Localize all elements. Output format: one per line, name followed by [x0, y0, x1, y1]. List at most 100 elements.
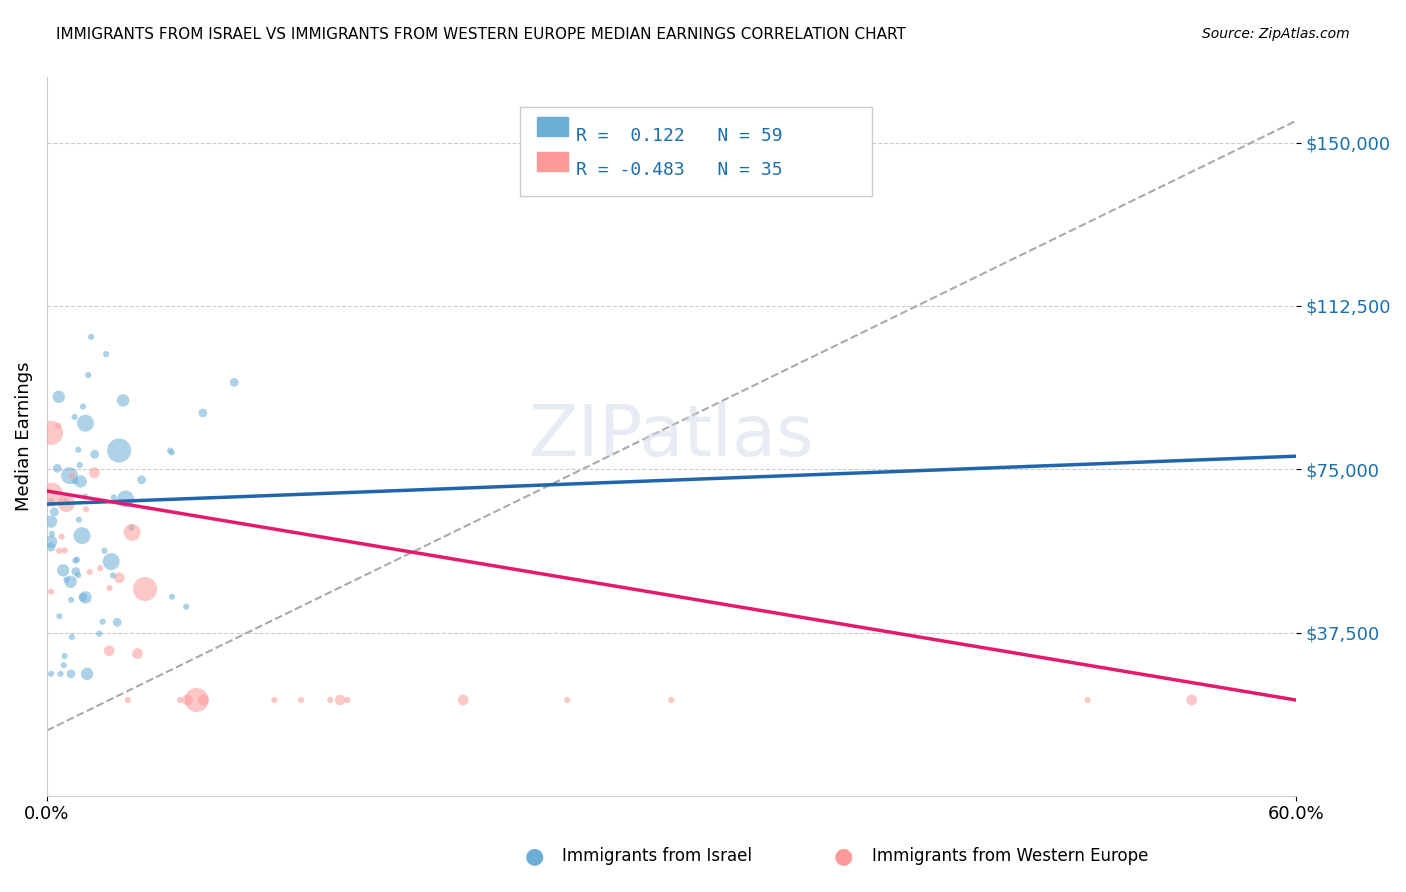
Point — [55, 573, 77, 587]
Point — [193, 693, 215, 707]
Point — [69, 458, 91, 472]
Point — [39, 540, 62, 554]
Point — [101, 568, 124, 582]
Point — [77, 368, 100, 382]
Point — [89, 626, 111, 640]
Point — [52, 563, 75, 577]
Point — [72, 590, 94, 604]
Point — [336, 693, 359, 707]
Point — [59, 666, 82, 681]
Point — [174, 599, 197, 614]
Point — [76, 666, 98, 681]
Point — [160, 590, 183, 604]
Point — [53, 543, 76, 558]
Point — [98, 644, 121, 658]
Point — [58, 468, 80, 483]
Point — [319, 693, 342, 707]
Point — [131, 473, 153, 487]
Point — [1181, 693, 1204, 707]
Point — [75, 502, 97, 516]
Point — [60, 468, 83, 483]
Point — [159, 443, 181, 458]
Point — [39, 666, 62, 681]
Point — [75, 490, 97, 504]
Point — [52, 658, 75, 673]
Point — [53, 493, 76, 508]
Point — [39, 425, 62, 440]
Point — [160, 445, 183, 459]
Point — [94, 347, 117, 361]
Y-axis label: Median Earnings: Median Earnings — [15, 362, 32, 511]
Point — [108, 571, 131, 585]
Point — [48, 544, 70, 558]
Point — [49, 666, 72, 681]
Point — [51, 530, 73, 544]
Point — [79, 565, 101, 579]
Point — [80, 330, 103, 344]
Point — [60, 592, 83, 607]
Text: Immigrants from Western Europe: Immigrants from Western Europe — [872, 847, 1149, 865]
Point — [105, 615, 128, 630]
Point — [46, 418, 69, 433]
Text: R = -0.483   N = 35: R = -0.483 N = 35 — [576, 161, 783, 178]
Point — [48, 390, 70, 404]
Point — [75, 591, 97, 605]
Point — [100, 555, 122, 569]
Point — [39, 494, 62, 508]
Point — [48, 609, 70, 624]
Point — [98, 581, 121, 595]
Point — [67, 442, 90, 457]
Point — [114, 491, 136, 506]
Point — [451, 693, 474, 707]
Point — [39, 584, 62, 599]
Point — [70, 528, 93, 542]
Point — [39, 515, 62, 529]
Point — [121, 521, 143, 535]
Point — [83, 466, 105, 480]
Point — [66, 552, 89, 566]
Point — [659, 693, 682, 707]
Point — [53, 648, 76, 663]
Point — [83, 447, 105, 461]
Point — [63, 475, 86, 489]
Point — [65, 565, 87, 579]
Point — [186, 693, 208, 707]
Point — [60, 630, 83, 644]
Point — [169, 693, 191, 707]
Point — [63, 409, 86, 424]
Point — [93, 543, 115, 558]
Point — [91, 615, 114, 629]
Point — [65, 553, 87, 567]
Point — [67, 568, 90, 582]
Point — [263, 693, 285, 707]
Point — [108, 443, 131, 458]
Point — [89, 561, 111, 575]
Point — [44, 505, 66, 519]
Text: ●: ● — [834, 847, 853, 866]
Text: Immigrants from Israel: Immigrants from Israel — [562, 847, 752, 865]
Text: Source: ZipAtlas.com: Source: ZipAtlas.com — [1202, 27, 1350, 41]
Point — [121, 525, 143, 540]
Text: ZIPatlas: ZIPatlas — [529, 402, 814, 471]
Text: R =  0.122   N = 59: R = 0.122 N = 59 — [576, 127, 783, 145]
Point — [59, 574, 82, 589]
Point — [1077, 693, 1099, 707]
Point — [75, 416, 97, 430]
Point — [112, 393, 135, 408]
Point — [46, 461, 69, 475]
Point — [41, 526, 63, 541]
Point — [67, 513, 90, 527]
Point — [39, 488, 62, 502]
Point — [117, 693, 139, 707]
Point — [103, 491, 125, 505]
Point — [329, 693, 352, 707]
Point — [127, 647, 149, 661]
Point — [191, 406, 214, 420]
Point — [72, 400, 94, 414]
Point — [55, 496, 77, 510]
Text: ●: ● — [524, 847, 544, 866]
Point — [555, 693, 578, 707]
Text: IMMIGRANTS FROM ISRAEL VS IMMIGRANTS FROM WESTERN EUROPE MEDIAN EARNINGS CORRELA: IMMIGRANTS FROM ISRAEL VS IMMIGRANTS FRO… — [56, 27, 905, 42]
Point — [39, 534, 62, 549]
Point — [290, 693, 312, 707]
